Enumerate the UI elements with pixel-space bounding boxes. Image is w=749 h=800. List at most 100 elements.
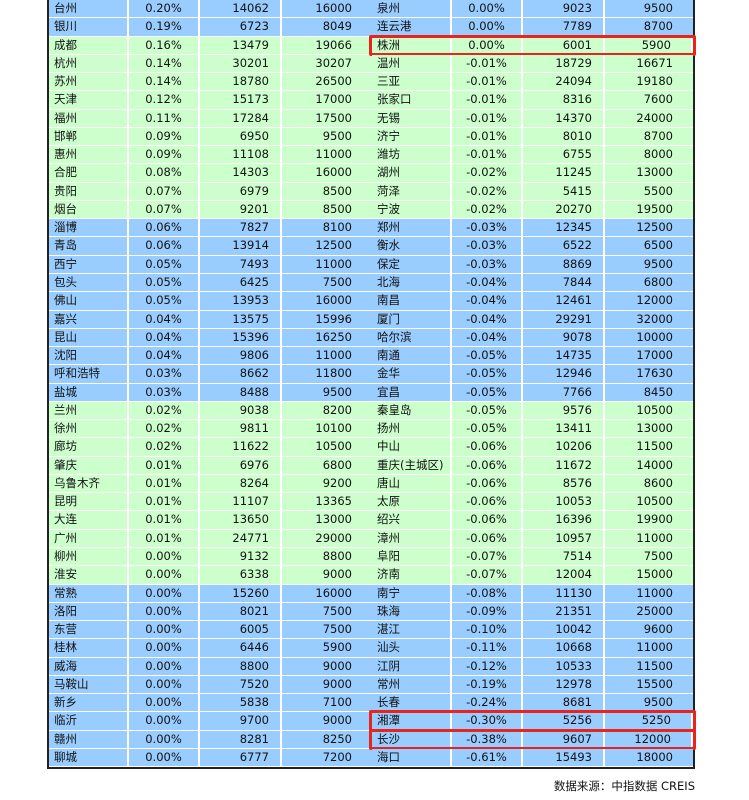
price-a-cell: 18729 xyxy=(523,54,605,73)
table-row: 包头 0.05% 6425 7500 xyxy=(49,273,372,293)
table-row: 阜阳 -0.07% 7514 7500 xyxy=(372,547,693,567)
price-b-cell: 16000 xyxy=(315,585,352,600)
table-row: 大连 0.01% 13650 13000 xyxy=(49,511,372,530)
change-pct-cell: -0.04% xyxy=(452,328,523,347)
price-a-cell: 15396 xyxy=(200,328,282,347)
price-b-cell: 5900 xyxy=(605,36,693,54)
price-a-cell: 8662 xyxy=(200,365,282,383)
price-b-cell: 13365 xyxy=(315,494,352,509)
price-a-cell: 13650 xyxy=(200,511,282,529)
table-row: 兰州 0.02% 9038 8200 xyxy=(49,401,372,421)
table-row: 泉州 0.00% 9023 9500 xyxy=(372,0,693,19)
price-b-cell: 7200 xyxy=(322,749,352,764)
city-name-cell: 包头 xyxy=(49,273,129,292)
price-b-cell: 9500 xyxy=(322,384,352,399)
city-name-cell: 嘉兴 xyxy=(49,310,129,328)
price-b-cell: 7500 xyxy=(322,274,352,289)
price-a-cell: 6446 xyxy=(200,639,282,657)
change-pct-cell: -0.05% xyxy=(452,401,523,420)
table-row: 贵阳 0.07% 6979 8500 xyxy=(49,182,372,201)
change-pct-cell: 0.09% xyxy=(129,146,200,164)
price-b-cell: 9500 xyxy=(643,695,673,710)
table-row: 绍兴 -0.06% 16396 19900 xyxy=(372,511,693,530)
change-pct-cell: -0.01% xyxy=(452,73,523,91)
table-row: 宁波 -0.02% 20270 19500 xyxy=(372,200,693,220)
change-pct-cell: -0.38% xyxy=(452,730,523,748)
price-a-cell: 13953 xyxy=(200,292,282,310)
price-a-cell: 8010 xyxy=(523,127,605,146)
city-name-cell: 昆山 xyxy=(49,328,129,347)
table-row: 湖州 -0.02% 11245 13000 xyxy=(372,164,693,183)
price-a-cell: 6777 xyxy=(200,748,282,767)
price-a-cell: 12345 xyxy=(523,219,605,237)
table-row: 杭州 0.14% 30201 30207 xyxy=(49,54,372,74)
price-a-cell: 13411 xyxy=(523,420,605,438)
change-pct-cell: -0.05% xyxy=(452,420,523,438)
table-row: 漳州 -0.06% 10957 11000 xyxy=(372,529,693,548)
price-b-cell: 13000 xyxy=(315,512,352,527)
price-b-cell: 5250 xyxy=(605,712,693,730)
price-a-cell: 24771 xyxy=(200,529,282,547)
price-a-cell: 6755 xyxy=(523,146,605,164)
price-a-cell: 6723 xyxy=(200,18,282,36)
city-name-cell: 哈尔滨 xyxy=(372,328,452,347)
change-pct-cell: 0.07% xyxy=(129,182,200,200)
city-name-cell: 东营 xyxy=(49,621,129,639)
table-row: 银川 0.19% 6723 8049 xyxy=(49,18,372,37)
table-row: 扬州 -0.05% 13411 13000 xyxy=(372,420,693,439)
change-pct-cell: 0.05% xyxy=(129,273,200,292)
table-row: 呼和浩特 0.03% 8662 11800 xyxy=(49,365,372,384)
city-name-cell: 郑州 xyxy=(372,219,452,237)
price-a-cell: 7514 xyxy=(523,547,605,566)
city-name-cell: 赣州 xyxy=(49,730,129,748)
price-b-cell: 8500 xyxy=(322,183,352,198)
price-a-cell: 24094 xyxy=(523,73,605,91)
change-pct-cell: -0.24% xyxy=(452,694,523,712)
city-name-cell: 菏泽 xyxy=(372,182,452,200)
table-row: 哈尔滨 -0.04% 9078 10000 xyxy=(372,328,693,348)
city-name-cell: 三亚 xyxy=(372,73,452,91)
table-row: 宜昌 -0.05% 7766 8450 xyxy=(372,383,693,402)
change-pct-cell: 0.19% xyxy=(129,18,200,36)
price-b-cell: 10500 xyxy=(315,439,352,454)
city-name-cell: 重庆(主城区) xyxy=(372,456,452,474)
city-name-cell: 佛山 xyxy=(49,292,129,310)
table-row: 烟台 0.07% 9201 8500 xyxy=(49,200,372,220)
change-pct-cell: 0.16% xyxy=(129,36,200,54)
table-row: 长春 -0.24% 8681 9500 xyxy=(372,694,693,713)
price-b-cell: 10100 xyxy=(315,421,352,436)
price-a-cell: 6979 xyxy=(200,182,282,200)
price-b-cell: 9600 xyxy=(643,622,673,637)
price-a-cell: 14062 xyxy=(200,0,282,18)
table-row: 威海 0.00% 8800 9000 xyxy=(49,657,372,676)
table-row: 嘉兴 0.04% 13575 15996 xyxy=(49,310,372,329)
change-pct-cell: 0.03% xyxy=(129,365,200,383)
city-name-cell: 绍兴 xyxy=(372,511,452,529)
price-b-cell: 17500 xyxy=(315,110,352,125)
price-a-cell: 10957 xyxy=(523,529,605,547)
table-row: 淄博 0.06% 7827 8100 xyxy=(49,219,372,238)
city-name-cell: 西宁 xyxy=(49,255,129,273)
price-b-cell: 16000 xyxy=(315,293,352,308)
change-pct-cell: -0.30% xyxy=(452,712,523,730)
price-a-cell: 13479 xyxy=(200,36,282,54)
change-pct-cell: -0.01% xyxy=(452,146,523,164)
price-a-cell: 5838 xyxy=(200,694,282,712)
price-a-cell: 9811 xyxy=(200,420,282,438)
price-b-cell: 11000 xyxy=(636,530,673,545)
change-pct-cell: -0.06% xyxy=(452,474,523,493)
price-b-cell: 8700 xyxy=(643,128,673,143)
table-row: 江阴 -0.12% 10533 11500 xyxy=(372,657,693,676)
table-row: 廊坊 0.02% 11622 10500 xyxy=(49,438,372,457)
price-a-cell: 11130 xyxy=(523,584,605,602)
change-pct-cell: 0.05% xyxy=(129,292,200,310)
price-a-cell: 17284 xyxy=(200,109,282,127)
city-name-cell: 邯郸 xyxy=(49,127,129,146)
table-row: 西宁 0.05% 7493 11000 xyxy=(49,255,372,274)
change-pct-cell: 0.00% xyxy=(129,730,200,748)
change-pct-cell: 0.00% xyxy=(129,748,200,767)
price-b-cell: 9500 xyxy=(322,128,352,143)
table-row: 肇庆 0.01% 6976 6800 xyxy=(49,456,372,475)
change-pct-cell: -0.01% xyxy=(452,54,523,73)
table-row: 柳州 0.00% 9132 8800 xyxy=(49,547,372,567)
